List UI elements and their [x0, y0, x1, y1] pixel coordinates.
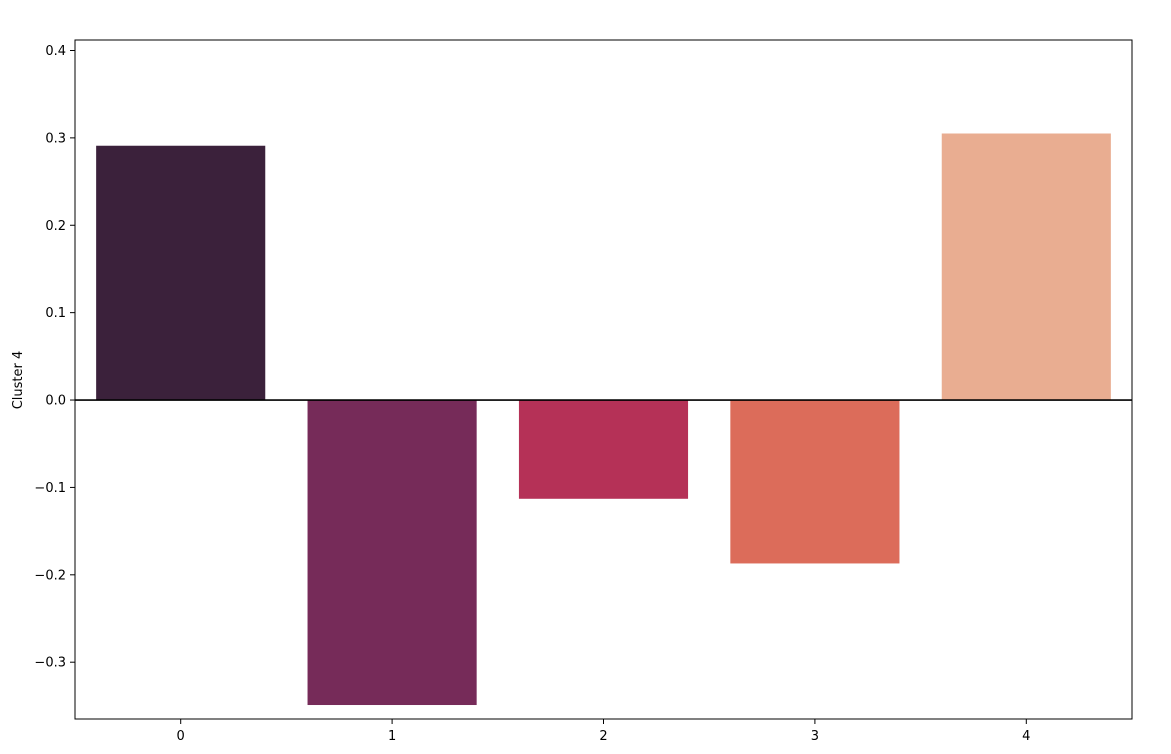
y-tick-label: −0.2 — [34, 568, 66, 583]
x-tick-label: 1 — [388, 729, 396, 744]
bar-4 — [941, 133, 1111, 401]
x-axis: 0 1 2 3 4 — [177, 719, 1030, 744]
x-tick-label: 4 — [1022, 729, 1030, 744]
bar-1 — [307, 400, 477, 706]
y-tick-label: −0.3 — [34, 656, 66, 671]
x-tick-label: 2 — [599, 729, 607, 744]
y-tick-label: 0.3 — [45, 131, 66, 146]
y-tick-label: −0.1 — [34, 481, 66, 496]
y-tick-label: 0.0 — [45, 394, 66, 409]
y-tick-label: 0.1 — [45, 306, 66, 321]
y-tick-label: 0.2 — [45, 219, 66, 234]
y-axis-label: Cluster 4 — [11, 351, 26, 410]
bars-group — [96, 133, 1111, 706]
y-tick-label: 0.4 — [45, 44, 66, 59]
x-tick-label: 3 — [811, 729, 819, 744]
bar-2 — [518, 400, 689, 499]
x-tick-label: 0 — [177, 729, 185, 744]
bar-0 — [96, 145, 266, 401]
bar-3 — [730, 400, 900, 564]
y-axis: −0.3 −0.2 −0.1 0.0 0.1 0.2 0.3 0.4 — [34, 44, 75, 671]
